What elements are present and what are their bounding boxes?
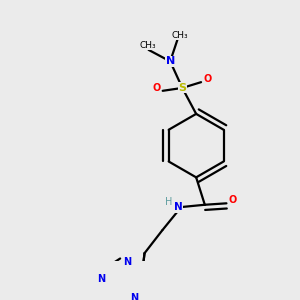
Text: N: N [166,56,175,66]
Text: N: N [123,257,131,267]
Text: S: S [178,83,186,93]
Text: O: O [228,195,236,206]
Text: N: N [130,293,138,300]
Text: O: O [203,74,211,84]
Text: N: N [174,202,183,212]
Text: CH₃: CH₃ [172,31,189,40]
Text: H: H [165,197,173,207]
Text: O: O [152,83,160,93]
Text: N: N [97,274,105,284]
Text: CH₃: CH₃ [139,41,156,50]
